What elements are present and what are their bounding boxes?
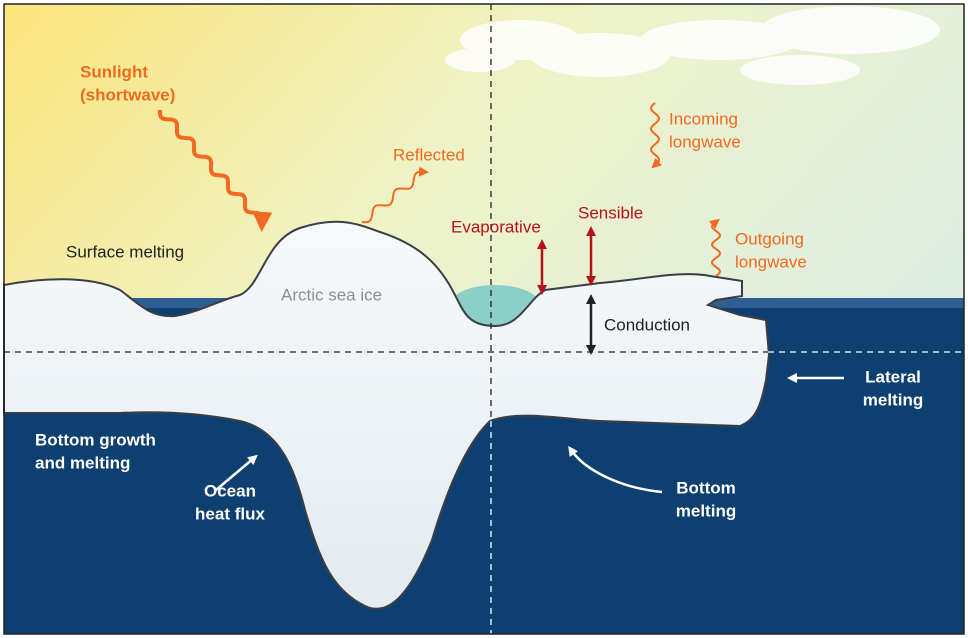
- dashed-guides: [4, 4, 964, 634]
- sunlight-label: Sunlight: [80, 62, 148, 81]
- lateral-melting-label: melting: [863, 390, 923, 409]
- surface-melting-label: Surface melting: [66, 242, 184, 261]
- evaporative-label: Evaporative: [451, 217, 541, 236]
- outgoing-longwave-label: Outgoing: [735, 229, 804, 248]
- reflected-arrow: [361, 166, 429, 224]
- sea-ice: [3, 220, 771, 610]
- heat-flux-arrow: [215, 454, 258, 491]
- incoming-longwave-label: Incoming: [669, 109, 738, 128]
- bottom-melting-arrow: [568, 445, 663, 494]
- heat-flux-label: heat flux: [195, 504, 265, 523]
- bottom-melting-label: Bottom: [676, 478, 735, 497]
- bottom-growth-label: Bottom growth: [35, 430, 156, 449]
- sensible-label: Sensible: [578, 203, 643, 222]
- incoming-arrow: [649, 102, 663, 169]
- reflected-label: Reflected: [393, 145, 465, 164]
- conduction-label: Conduction: [604, 315, 690, 334]
- clouds: [445, 6, 940, 85]
- bottom-melting-label: melting: [676, 501, 736, 520]
- lateral-melting-label: Lateral: [865, 367, 921, 386]
- arrows: [157, 102, 844, 494]
- incoming-longwave-label: longwave: [669, 132, 741, 151]
- outgoing-arrow: [708, 218, 722, 277]
- ice-label: Arctic sea ice: [281, 285, 382, 304]
- heat-flux-label: Ocean: [204, 481, 256, 500]
- sunlight-label: (shortwave): [80, 85, 175, 104]
- sunlight-arrow: [157, 109, 273, 232]
- melt-pond: [450, 285, 540, 325]
- outgoing-longwave-label: longwave: [735, 252, 807, 271]
- frame: [3, 3, 965, 635]
- bottom-growth-label: and melting: [35, 453, 130, 472]
